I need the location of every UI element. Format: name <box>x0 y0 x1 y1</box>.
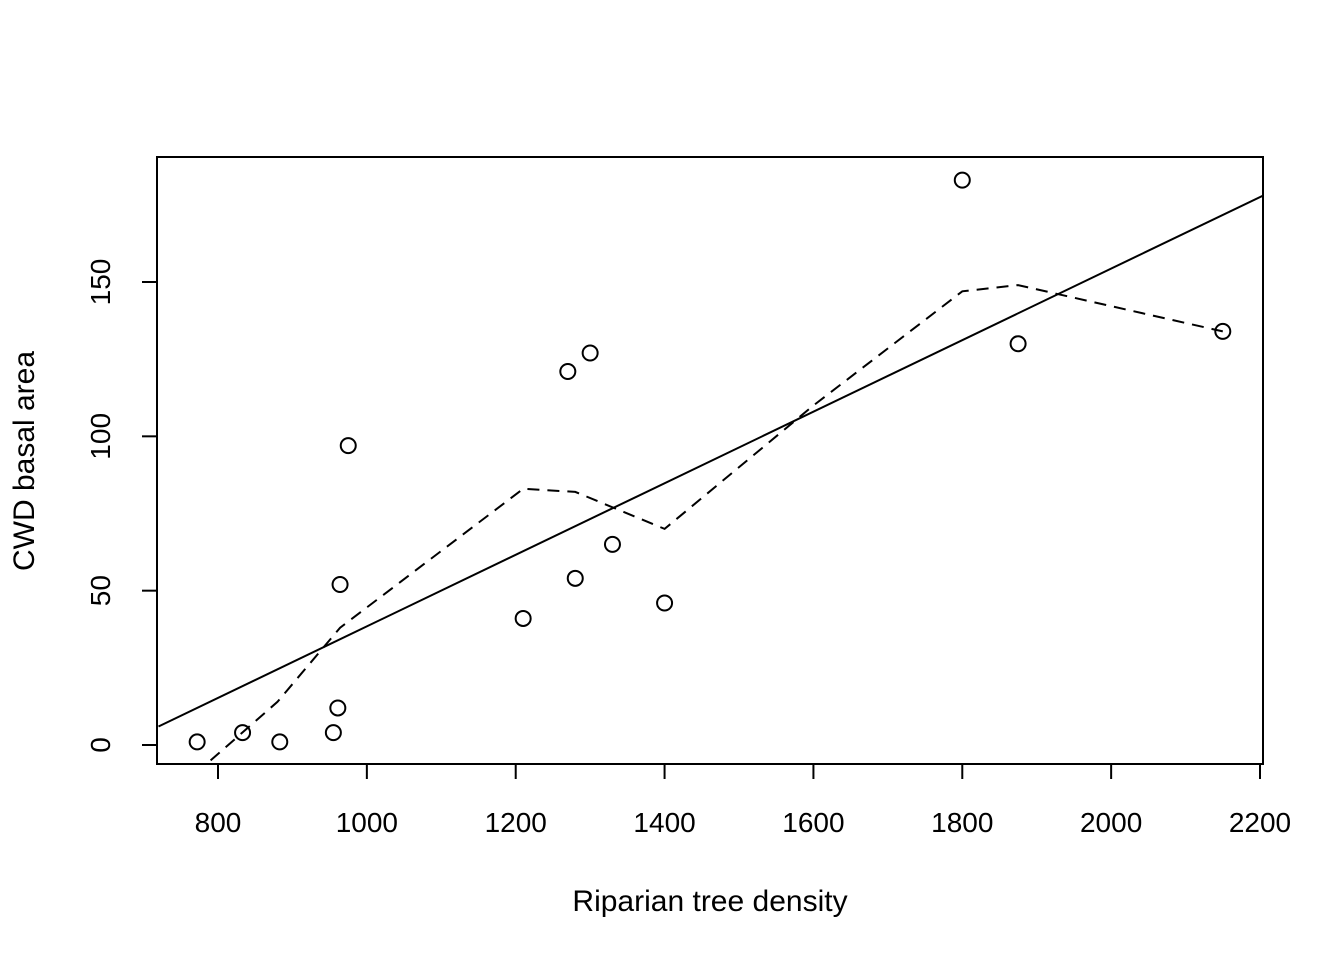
y-axis-label: CWD basal area <box>8 351 41 571</box>
data-point <box>953 171 971 189</box>
data-point <box>324 724 342 742</box>
y-tick-label: 0 <box>85 737 116 753</box>
data-point <box>329 699 347 717</box>
data-point <box>1214 322 1232 340</box>
data-point <box>603 535 621 553</box>
plot-lines <box>158 194 1263 762</box>
data-point <box>271 733 289 751</box>
data-point <box>234 724 252 742</box>
x-axis: 800 1000 1200 1400 1600 1800 2000 2200 <box>195 763 1291 838</box>
data-point <box>1009 335 1027 353</box>
data-point <box>566 569 584 587</box>
x-tick-label: 2000 <box>1080 807 1142 838</box>
data-point <box>514 609 532 627</box>
plot-points <box>188 171 1232 751</box>
y-tick-label: 100 <box>85 413 116 460</box>
data-point <box>331 575 349 593</box>
data-point <box>339 437 357 455</box>
x-tick-label: 1800 <box>931 807 993 838</box>
x-tick-label: 1000 <box>336 807 398 838</box>
x-tick-label: 1400 <box>633 807 695 838</box>
y-tick-label: 50 <box>85 575 116 606</box>
x-tick-label: 1600 <box>782 807 844 838</box>
x-axis-label: Riparian tree density <box>572 885 847 918</box>
x-tick-label: 2200 <box>1229 807 1291 838</box>
y-axis: 0 50 100 150 <box>85 259 158 753</box>
y-tick-label: 150 <box>85 259 116 306</box>
data-point <box>581 344 599 362</box>
x-tick-label: 1200 <box>485 807 547 838</box>
regression-line <box>158 194 1263 728</box>
data-point <box>559 363 577 381</box>
smooth-trend-line <box>209 284 1224 762</box>
data-point <box>656 594 674 612</box>
x-tick-label: 800 <box>195 807 242 838</box>
data-point <box>188 733 206 751</box>
